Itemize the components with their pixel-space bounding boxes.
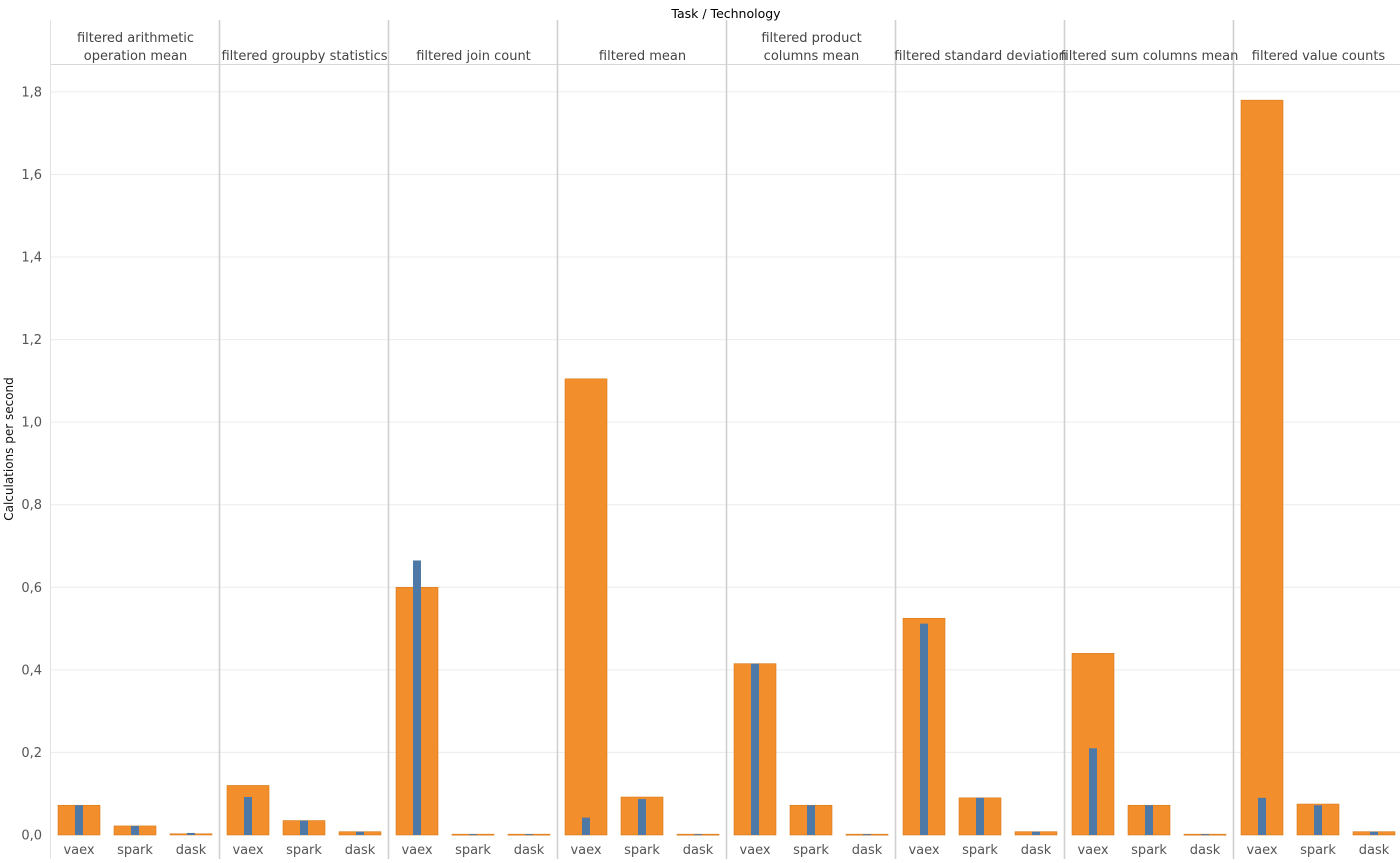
panel-title: filtered sum columns mean xyxy=(1061,49,1239,64)
y-tick-label: 0,4 xyxy=(21,663,42,678)
panel-title: filtered arithmetic xyxy=(77,31,194,46)
bar-narrow xyxy=(244,797,252,835)
bar-narrow xyxy=(920,624,928,835)
x-tick-label: dask xyxy=(683,843,714,858)
y-axis-label: Calculations per second xyxy=(2,377,16,521)
panel-title: filtered value counts xyxy=(1252,49,1386,64)
bar-narrow xyxy=(356,832,364,835)
panel-4: filtered mean vaex spark dask xyxy=(565,49,719,858)
bar-narrow xyxy=(469,834,477,835)
bar-narrow xyxy=(1314,805,1322,835)
x-tick-label: vaex xyxy=(63,843,94,858)
panel-title: columns mean xyxy=(764,49,860,64)
bar-narrow xyxy=(976,798,984,835)
y-tick-label: 1,2 xyxy=(21,333,42,348)
x-tick-label: dask xyxy=(345,843,376,858)
panel-2: filtered groupby statistics vaex spark dask xyxy=(221,49,387,858)
bar-narrow xyxy=(1145,805,1153,835)
y-tick-label: 1,0 xyxy=(21,416,42,431)
x-tick-label: dask xyxy=(514,843,545,858)
x-tick-label: dask xyxy=(852,843,883,858)
x-tick-label: spark xyxy=(286,843,322,858)
panel-5: filtered product columns mean vaex spark das… xyxy=(734,31,888,858)
bar-wide xyxy=(565,379,607,835)
x-tick-label: spark xyxy=(117,843,153,858)
x-tick-label: spark xyxy=(624,843,660,858)
x-tick-label: spark xyxy=(1300,843,1336,858)
bar-narrow xyxy=(525,834,533,835)
y-tick-label: 0,8 xyxy=(21,498,42,513)
x-tick-label: spark xyxy=(1131,843,1167,858)
panel-title: operation mean xyxy=(84,49,187,64)
bar-narrow xyxy=(131,826,139,835)
bar-narrow xyxy=(638,799,646,835)
x-tick-label: dask xyxy=(176,843,207,858)
panel-title: filtered product xyxy=(761,31,861,46)
panel-7: filtered sum columns mean vaex spark dask xyxy=(1061,49,1239,858)
bar-narrow xyxy=(1032,832,1040,835)
panel-title: filtered standard deviation xyxy=(894,49,1067,64)
x-tick-label: vaex xyxy=(739,843,770,858)
bar-narrow xyxy=(300,821,308,835)
bar-narrow xyxy=(187,833,195,835)
y-axis-ticks: 0,0 0,2 0,4 0,6 0,8 1,0 1,2 1,4 1,6 1,8 xyxy=(21,85,42,843)
x-tick-label: spark xyxy=(455,843,491,858)
panel-dividers xyxy=(51,20,1400,859)
x-tick-label: vaex xyxy=(401,843,432,858)
y-tick-label: 1,6 xyxy=(21,168,42,183)
y-tick-label: 0,2 xyxy=(21,746,42,761)
panel-1: filtered arithmetic operation mean vaex spa… xyxy=(58,31,212,858)
x-tick-label: spark xyxy=(793,843,829,858)
y-tick-label: 1,4 xyxy=(21,251,42,266)
panel-title: filtered groupby statistics xyxy=(221,49,387,64)
gridlines xyxy=(50,65,1400,753)
chart-title: Task / Technology xyxy=(670,6,781,21)
bar-narrow xyxy=(582,818,590,835)
bar-narrow xyxy=(75,805,83,835)
x-tick-label: vaex xyxy=(570,843,601,858)
x-tick-label: dask xyxy=(1190,843,1221,858)
panel-8: filtered value counts vaex spark dask xyxy=(1241,49,1395,858)
y-tick-label: 0,0 xyxy=(21,829,42,844)
x-tick-label: spark xyxy=(962,843,998,858)
bar-narrow xyxy=(751,664,759,835)
panel-3: filtered join count vaex spark dask xyxy=(396,49,550,858)
bar-narrow xyxy=(863,834,871,835)
x-tick-label: dask xyxy=(1359,843,1390,858)
x-tick-label: vaex xyxy=(232,843,263,858)
y-tick-label: 0,6 xyxy=(21,581,42,596)
panel-title: filtered join count xyxy=(416,49,531,64)
x-tick-label: vaex xyxy=(1246,843,1277,858)
panel-title: filtered mean xyxy=(599,49,686,64)
bar-narrow xyxy=(1089,748,1097,835)
bar-narrow xyxy=(1201,834,1209,835)
panel-6: filtered standard deviation vaex spark dask xyxy=(894,49,1067,858)
bar-narrow xyxy=(694,834,702,835)
bar-wide xyxy=(1241,100,1283,835)
x-tick-label: dask xyxy=(1021,843,1052,858)
y-tick-label: 1,8 xyxy=(21,85,42,100)
bar-narrow xyxy=(1258,798,1266,835)
bar-narrow xyxy=(1370,832,1378,835)
bar-narrow xyxy=(413,560,421,835)
x-tick-label: vaex xyxy=(1077,843,1108,858)
x-tick-label: vaex xyxy=(908,843,939,858)
bar-narrow xyxy=(807,805,815,835)
